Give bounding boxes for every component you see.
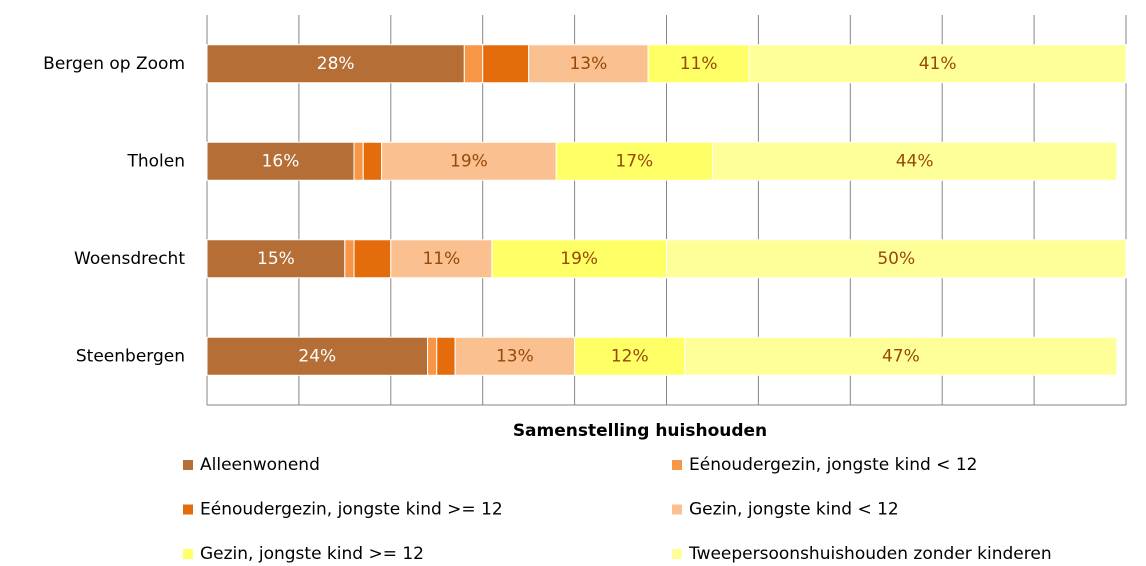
legend-swatch [183, 460, 193, 470]
bar-segment [748, 44, 1127, 84]
data-label: 41% [919, 54, 957, 74]
bar-segment [206, 336, 429, 376]
bar-segment [666, 239, 1127, 279]
legend-swatch [183, 504, 193, 515]
y-tick-label: Woensdrecht [74, 249, 185, 269]
bar-segment [362, 141, 383, 181]
bar-segment [381, 141, 557, 181]
data-label: 24% [298, 346, 336, 366]
data-label: 11% [680, 54, 718, 74]
bar-segment [206, 239, 346, 279]
legend-label: Gezin, jongste kind < 12 [689, 500, 899, 520]
bar-segment [436, 336, 456, 376]
y-tick-label: Steenbergen [76, 346, 185, 366]
legend-swatch [672, 504, 682, 515]
bar-segment [528, 44, 649, 84]
data-label: 50% [877, 249, 915, 269]
data-label: 44% [896, 151, 934, 171]
legend-label: Eénoudergezin, jongste kind < 12 [689, 455, 977, 475]
legend-label: Alleenwonend [200, 455, 320, 475]
data-label: 15% [257, 249, 295, 269]
y-tick-label: Tholen [126, 151, 185, 171]
data-label: 19% [560, 249, 598, 269]
legend-label: Eénoudergezin, jongste kind >= 12 [200, 500, 503, 520]
y-tick-label: Bergen op Zoom [43, 54, 185, 74]
data-label: 19% [450, 151, 488, 171]
legend-label: Gezin, jongste kind >= 12 [200, 544, 424, 564]
data-label: 12% [611, 346, 649, 366]
legend-swatch [672, 460, 682, 470]
data-label: 13% [569, 54, 607, 74]
data-label: 11% [422, 249, 460, 269]
bar-segment [353, 239, 392, 279]
legend-swatch [183, 549, 193, 559]
bar-segment [463, 44, 484, 84]
bar-segment [647, 44, 750, 84]
bar-segment [344, 239, 355, 279]
data-label: 13% [496, 346, 534, 366]
data-label: 28% [317, 54, 355, 74]
bar-segment [454, 336, 576, 376]
bar-segment [555, 141, 713, 181]
bar-segment [353, 141, 364, 181]
data-label: 16% [262, 151, 300, 171]
legend-swatch [672, 549, 682, 559]
bar-segment [390, 239, 493, 279]
x-axis-title: Samenstelling huishouden [513, 421, 767, 441]
legend-label: Tweepersoonshuishouden zonder kinderen [688, 544, 1052, 564]
data-label: 47% [882, 346, 920, 366]
bar-segment [427, 336, 438, 376]
bar-segment [491, 239, 668, 279]
bar-segment [684, 336, 1118, 376]
bar-segment [482, 44, 530, 84]
bar-segment [206, 44, 465, 84]
data-label: 17% [615, 151, 653, 171]
bar-segment [206, 141, 355, 181]
bar-segment [574, 336, 686, 376]
bar-segment [711, 141, 1118, 181]
